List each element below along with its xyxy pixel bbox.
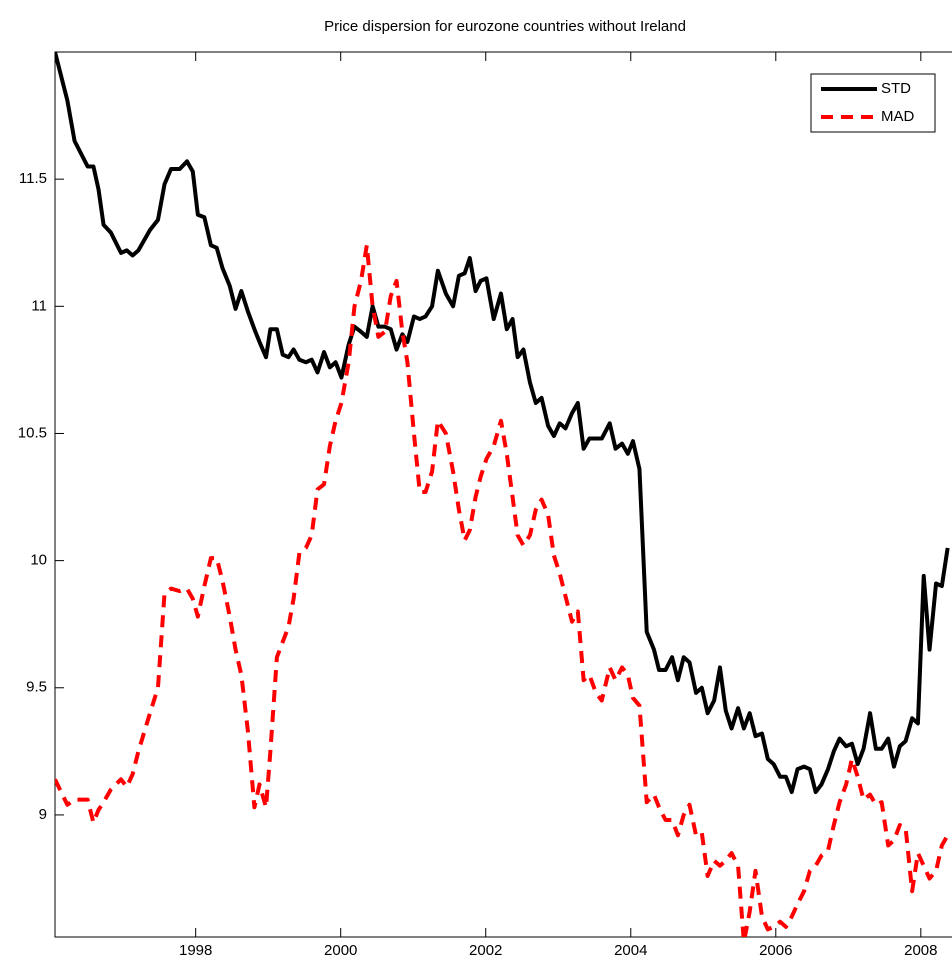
legend: STD MAD bbox=[810, 73, 936, 133]
y-tick-label: 10.5 bbox=[18, 424, 47, 441]
x-tick-label: 2002 bbox=[469, 942, 502, 959]
y-tick-label: 11 bbox=[31, 297, 47, 314]
y-tick-label: 9 bbox=[39, 806, 47, 823]
series-line bbox=[55, 243, 950, 937]
x-tick-label: 2004 bbox=[614, 942, 647, 959]
legend-label: STD bbox=[881, 80, 911, 97]
x-tick-label: 1998 bbox=[179, 942, 212, 959]
y-tick-label: 11.5 bbox=[19, 170, 47, 187]
y-tick-label: 9.5 bbox=[26, 679, 47, 696]
ticks: 9 9.5 10 10.5 11 11.5 1998 2000 2002 2004 2006 2008 bbox=[18, 52, 938, 959]
plot-frame bbox=[54, 51, 952, 938]
y-tick-label: 10 bbox=[30, 552, 47, 569]
legend-label: MAD bbox=[881, 108, 915, 125]
series-line bbox=[55, 52, 950, 795]
x-tick-label: 2008 bbox=[904, 942, 937, 959]
x-tick-label: 2006 bbox=[759, 942, 792, 959]
legend-box bbox=[810, 73, 936, 133]
chart-title: Price dispersion for eurozone countries … bbox=[324, 18, 686, 35]
x-tick-label: 2000 bbox=[324, 942, 357, 959]
lines bbox=[55, 52, 950, 937]
